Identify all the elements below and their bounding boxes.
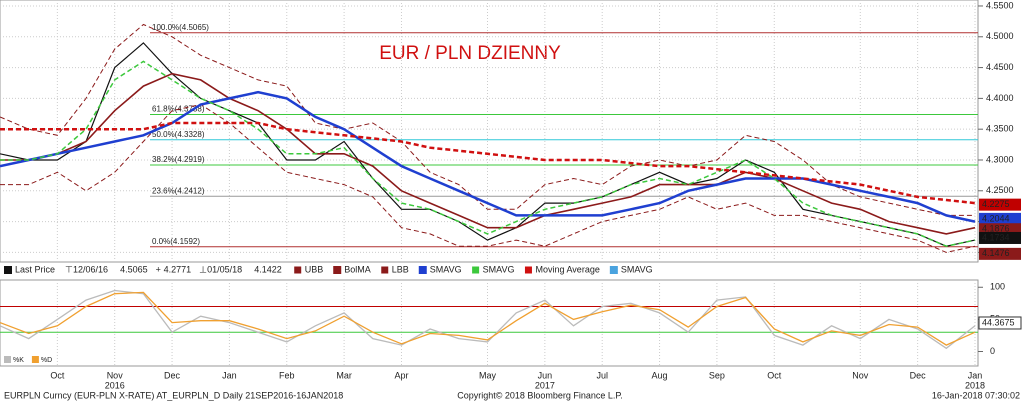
x-tick-label: Dec bbox=[910, 370, 927, 380]
x-tick-label: Feb bbox=[279, 370, 295, 380]
y-tick-label: 4.4000 bbox=[986, 93, 1014, 103]
legend-swatch bbox=[293, 265, 303, 275]
series-line bbox=[0, 103, 976, 253]
legend-label: %D bbox=[41, 357, 52, 364]
legend-swatch bbox=[471, 265, 481, 275]
main-frame bbox=[0, 0, 979, 263]
fib-label: 50.0%(4.3328) bbox=[152, 130, 205, 139]
stat-glyph: ⊥ bbox=[199, 264, 207, 274]
footer-center: Copyright© 2018 Bloomberg Finance L.P. bbox=[457, 390, 623, 400]
x-tick-label: Jan bbox=[222, 370, 237, 380]
value-flag-label: 4.1734 bbox=[982, 232, 1010, 242]
value-flag bbox=[979, 212, 1021, 225]
stat-label: 12/06/16 bbox=[73, 264, 108, 274]
value-flag bbox=[978, 316, 1022, 330]
x-tick-label: Dec bbox=[164, 370, 181, 380]
y-tick-label: 4.2500 bbox=[986, 185, 1014, 195]
y-tick-label: 4.3000 bbox=[986, 154, 1014, 164]
chart-title: EUR / PLN DZIENNY bbox=[379, 43, 561, 64]
value-flag-label: 4.2044 bbox=[982, 213, 1010, 223]
year-label: 2018 bbox=[965, 380, 985, 390]
x-tick-label: Nov bbox=[852, 370, 869, 380]
stat-label: 01/05/18 bbox=[207, 264, 242, 274]
legend-label: SMAVG bbox=[483, 264, 515, 274]
fib-label: 23.6%(4.2412) bbox=[152, 186, 205, 195]
oscillator-line bbox=[0, 291, 976, 346]
stat-label: 4.5065 bbox=[120, 264, 148, 274]
value-flag-label: 4.1476 bbox=[982, 248, 1010, 258]
x-tick-label: Jun bbox=[538, 370, 553, 380]
legend-swatch bbox=[418, 266, 427, 274]
x-tick-label: Nov bbox=[107, 370, 124, 380]
legend-label: BolMA bbox=[344, 264, 371, 274]
y-tick-label: 4.5500 bbox=[986, 0, 1014, 10]
legend-swatch bbox=[380, 265, 390, 275]
stat-glyph: ⊤ bbox=[65, 264, 73, 274]
legend-label: Last Price bbox=[15, 264, 55, 274]
stat-glyph: + bbox=[156, 264, 161, 274]
legend-label: SMAVG bbox=[430, 264, 462, 274]
legend-swatch bbox=[4, 266, 12, 274]
oscillator-frame bbox=[0, 279, 979, 367]
stat-label: 4.2771 bbox=[164, 264, 192, 274]
legend-swatch bbox=[4, 356, 11, 363]
series-line bbox=[0, 121, 976, 205]
fib-label: 38.2%(4.2919) bbox=[152, 155, 205, 164]
y-tick-label: 100 bbox=[990, 282, 1005, 292]
x-tick-label: Oct bbox=[50, 370, 65, 380]
value-flag-label: 4.1876 bbox=[982, 224, 1010, 234]
legend-swatch bbox=[333, 266, 342, 274]
year-label: 2017 bbox=[535, 380, 555, 390]
series-line bbox=[0, 42, 976, 247]
x-tick-label: Mar bbox=[336, 370, 352, 380]
value-flag-label: 44.3675 bbox=[982, 317, 1015, 327]
x-tick-label: Sep bbox=[709, 370, 725, 380]
legend-swatch bbox=[523, 265, 533, 275]
value-flag bbox=[979, 198, 1021, 211]
y-tick-label: 4.3500 bbox=[986, 124, 1014, 134]
value-flag bbox=[979, 231, 1021, 244]
series-line bbox=[0, 72, 976, 235]
legend-label: SMAVG bbox=[621, 264, 653, 274]
x-tick-label: Jul bbox=[596, 370, 608, 380]
y-tick-label: 4.4500 bbox=[986, 62, 1014, 72]
series-line bbox=[0, 60, 976, 247]
footer-right: 16-Jan-2018 07:30:02 bbox=[932, 390, 1020, 400]
legend-label: LBB bbox=[392, 264, 409, 274]
value-flag bbox=[979, 247, 1021, 260]
legend-label: %K bbox=[13, 357, 24, 364]
legend-swatch bbox=[609, 266, 618, 274]
footer-left: EURPLN Curncy (EUR-PLN X-RATE) AT_EURPLN… bbox=[4, 390, 343, 400]
legend-swatch bbox=[31, 356, 39, 363]
series-line bbox=[0, 23, 975, 216]
x-tick-label: Jan bbox=[968, 370, 983, 380]
y-tick-label: 4.5000 bbox=[986, 31, 1014, 41]
legend-label: Moving Average bbox=[535, 264, 599, 274]
x-tick-label: May bbox=[479, 370, 497, 380]
x-tick-label: Aug bbox=[652, 370, 668, 380]
legend-label: UBB bbox=[305, 264, 324, 274]
value-flag-label: 4.2275 bbox=[982, 199, 1010, 209]
x-tick-label: Oct bbox=[767, 370, 782, 380]
y-tick-label: 0 bbox=[990, 346, 995, 356]
fib-label: 0.0%(4.1592) bbox=[152, 237, 200, 246]
stat-label: 4.1422 bbox=[254, 264, 282, 274]
fib-label: 100.0%(4.5065) bbox=[152, 23, 209, 32]
x-tick-label: Apr bbox=[394, 370, 408, 380]
year-label: 2016 bbox=[105, 380, 125, 390]
